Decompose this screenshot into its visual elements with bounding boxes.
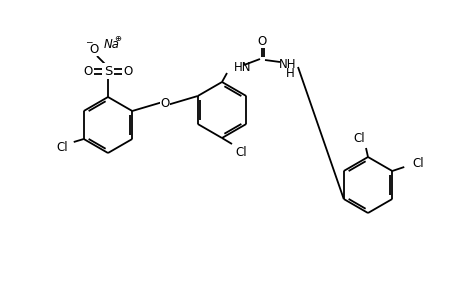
Text: O: O <box>89 43 98 56</box>
Text: H: H <box>285 67 294 80</box>
Text: O: O <box>123 64 132 77</box>
Text: NH: NH <box>279 58 296 70</box>
Text: S: S <box>104 64 112 77</box>
Text: ⊕: ⊕ <box>114 34 121 43</box>
Text: −: − <box>85 38 93 46</box>
Text: Cl: Cl <box>412 157 423 169</box>
Text: O: O <box>160 97 169 110</box>
Text: Na: Na <box>104 38 120 50</box>
Text: Cl: Cl <box>56 140 67 154</box>
Text: Cl: Cl <box>235 146 246 158</box>
Text: O: O <box>257 34 266 47</box>
Text: HN: HN <box>234 61 251 74</box>
Text: O: O <box>83 64 92 77</box>
Text: Cl: Cl <box>353 131 364 145</box>
